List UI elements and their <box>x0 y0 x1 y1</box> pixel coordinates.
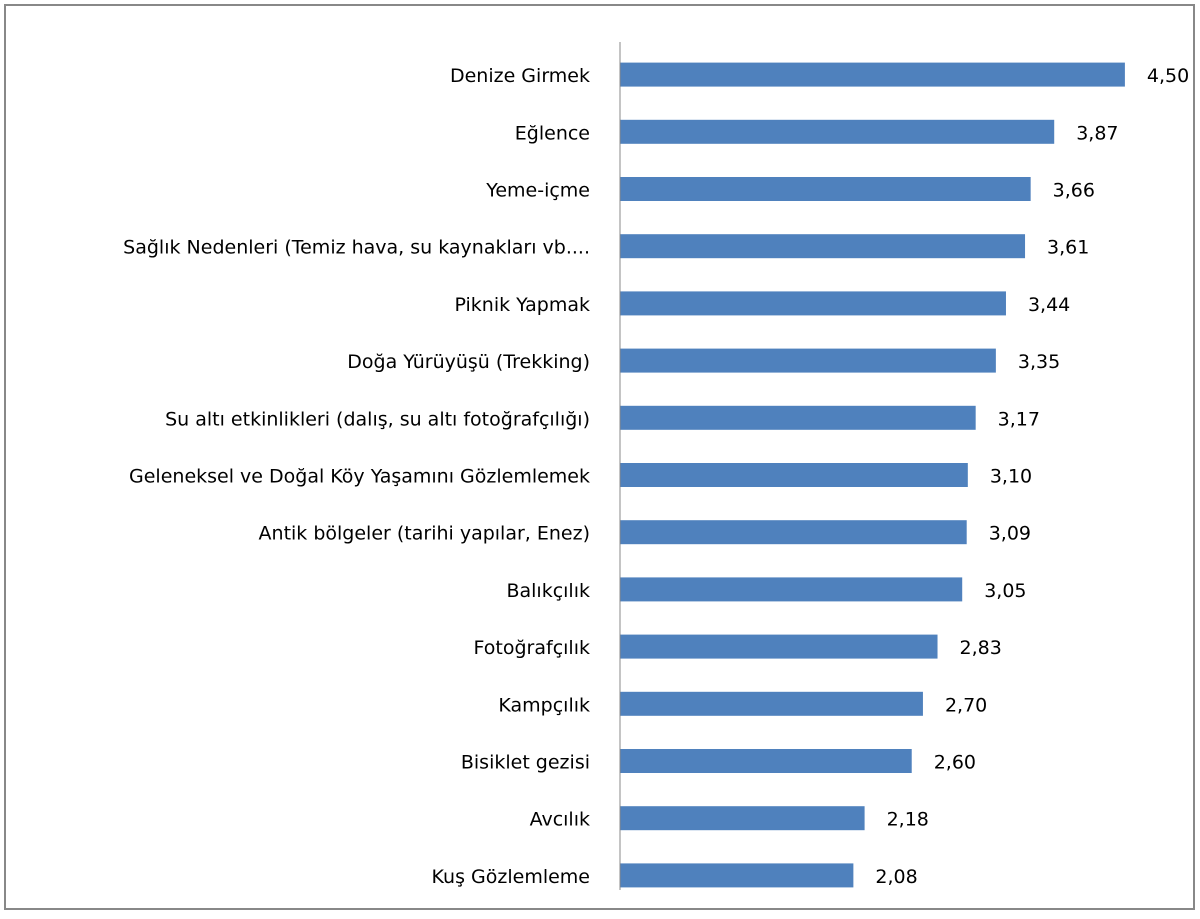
value-label: 3,17 <box>998 408 1040 430</box>
bar <box>620 62 1125 87</box>
bar <box>620 348 996 373</box>
bar <box>620 634 938 659</box>
category-label: Sağlık Nedenleri (Temiz hava, su kaynakl… <box>123 237 590 259</box>
category-label: Yeme-içme <box>485 180 590 202</box>
bar <box>620 234 1026 259</box>
bar <box>620 463 968 487</box>
category-label: Bisiklet gezisi <box>461 752 590 774</box>
category-label: Kampçılık <box>498 694 590 716</box>
value-label: 2,60 <box>934 752 976 774</box>
bar <box>620 863 854 888</box>
category-label: Eğlence <box>515 122 590 144</box>
category-label: Geleneksel ve Doğal Köy Yaşamını Gözleml… <box>129 466 590 488</box>
value-label: 3,35 <box>1018 351 1060 373</box>
category-label: Doğa Yürüyüşü (Trekking) <box>347 351 590 373</box>
value-label: 2,08 <box>875 866 917 888</box>
category-label: Kuş Gözlemleme <box>432 866 590 888</box>
value-label: 3,05 <box>984 580 1026 602</box>
category-label: Su altı etkinlikleri (dalış, su altı fot… <box>165 408 590 430</box>
category-label: Avcılık <box>530 809 590 831</box>
value-label: 2,18 <box>887 809 929 831</box>
chart-frame <box>4 4 1195 910</box>
bar <box>620 119 1055 144</box>
category-label: Fotoğrafçılık <box>474 637 590 659</box>
value-label: 3,10 <box>990 466 1032 488</box>
bar <box>620 749 912 773</box>
bar <box>620 691 923 716</box>
value-label: 3,44 <box>1028 294 1070 316</box>
bar <box>620 806 865 831</box>
bar <box>620 520 967 545</box>
bar <box>620 177 1031 201</box>
value-label: 3,66 <box>1053 180 1095 202</box>
bar <box>620 405 976 430</box>
bar <box>620 577 963 602</box>
value-label: 2,83 <box>960 637 1002 659</box>
value-label: 4,50 <box>1147 65 1189 87</box>
category-label: Balıkçılık <box>506 580 590 602</box>
category-label: Denize Girmek <box>450 65 590 87</box>
category-label: Piknik Yapmak <box>454 294 590 316</box>
value-label: 3,09 <box>989 523 1031 545</box>
value-label: 3,61 <box>1047 237 1089 259</box>
value-label: 2,70 <box>945 694 987 716</box>
bar <box>620 291 1006 316</box>
category-label: Antik bölgeler (tarihi yapılar, Enez) <box>259 523 590 545</box>
value-label: 3,87 <box>1076 122 1118 144</box>
